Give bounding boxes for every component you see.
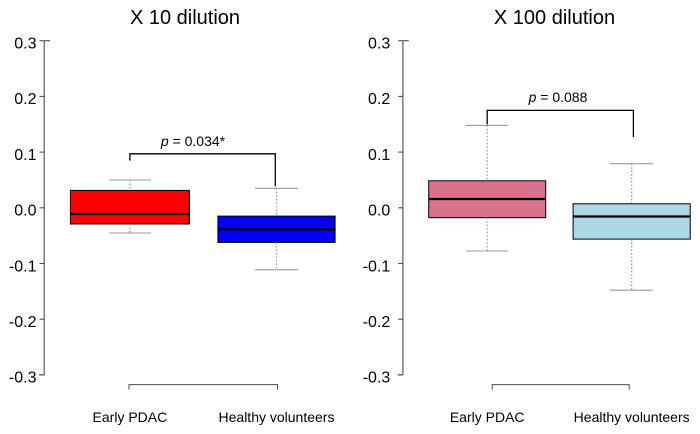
svg-text:0.3: 0.3 <box>14 36 36 53</box>
svg-text:X 10 dilution: X 10 dilution <box>130 7 240 29</box>
svg-text:Early PDAC: Early PDAC <box>93 409 168 425</box>
svg-text:Healthy volunteers: Healthy volunteers <box>219 409 335 425</box>
svg-text:0.2: 0.2 <box>368 91 390 108</box>
svg-text:0.0: 0.0 <box>14 203 36 220</box>
svg-text:0.3: 0.3 <box>368 36 390 53</box>
svg-text:-0.2: -0.2 <box>363 314 391 331</box>
svg-text:Early PDAC: Early PDAC <box>450 409 525 425</box>
svg-text:Healthy volunteers: Healthy volunteers <box>574 409 690 425</box>
svg-text:X 100 dilution: X 100 dilution <box>494 7 615 29</box>
svg-text:-0.2: -0.2 <box>9 314 37 331</box>
svg-text:-0.3: -0.3 <box>9 370 37 387</box>
svg-text:-0.1: -0.1 <box>363 258 391 275</box>
svg-text:0.0: 0.0 <box>368 203 390 220</box>
svg-text:0.1: 0.1 <box>368 147 390 164</box>
svg-text:0.1: 0.1 <box>14 147 36 164</box>
svg-text:p = 0.034*: p = 0.034* <box>160 133 226 149</box>
svg-text:0.2: 0.2 <box>14 91 36 108</box>
svg-text:p = 0.088: p = 0.088 <box>528 89 588 105</box>
svg-text:-0.1: -0.1 <box>9 258 37 275</box>
svg-text:-0.3: -0.3 <box>363 370 391 387</box>
